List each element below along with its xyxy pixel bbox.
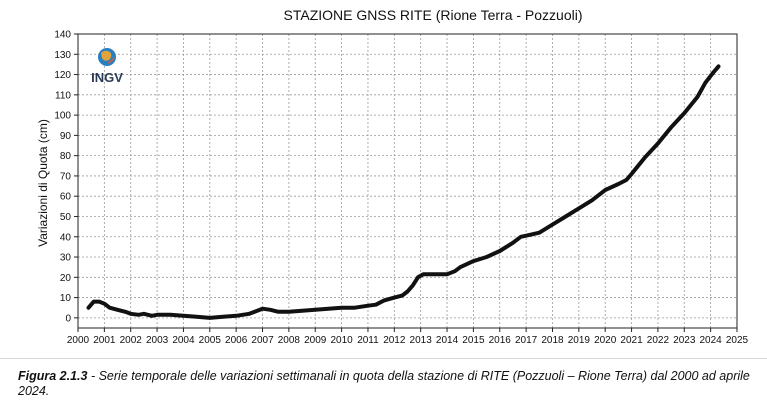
x-tick-label: 2005	[199, 335, 222, 346]
x-tick-label: 2020	[594, 335, 617, 346]
y-tick-label: 20	[60, 273, 72, 284]
plot-frame	[77, 33, 738, 329]
x-tick-label: 2003	[146, 335, 169, 346]
y-tick-label: 0	[65, 313, 71, 324]
x-tick-label: 2016	[489, 335, 512, 346]
logo-text: INGV	[91, 70, 123, 85]
x-tick-label: 2013	[410, 335, 433, 346]
x-tick-label: 2007	[251, 335, 274, 346]
grid-lines	[77, 33, 738, 328]
x-tick-label: 2011	[357, 335, 379, 346]
y-tick-label: 60	[60, 192, 72, 203]
x-tick-label: 2017	[515, 335, 538, 346]
caption-label: Figura 2.1.3	[18, 369, 88, 383]
x-tick-label: 2025	[726, 335, 749, 346]
x-tick-label: 2009	[304, 335, 327, 346]
x-tick-label: 2014	[436, 335, 459, 346]
x-tick-label: 2004	[172, 335, 195, 346]
ingv-logo: INGV	[91, 48, 123, 85]
y-axis-label: Variazioni di Quota (cm)	[36, 119, 50, 247]
y-tick-label: 10	[60, 293, 72, 304]
series-line-rite	[86, 64, 721, 320]
y-tick-label: 40	[60, 232, 72, 243]
x-tick-label: 2010	[330, 335, 353, 346]
x-tick-label: 2023	[673, 335, 696, 346]
globe-land-shape	[101, 50, 112, 61]
y-axis-ticks: 0 10 20 30 40 50 60 70 80 90 100 110 120 130 140	[54, 30, 78, 324]
x-tick-label: 2006	[225, 335, 248, 346]
y-tick-label: 130	[54, 50, 71, 61]
y-tick-label: 120	[54, 70, 71, 81]
chart-svg: STAZIONE GNSS RITE (Rione Terra - Pozzuo…	[36, 7, 749, 346]
chart-title: STAZIONE GNSS RITE (Rione Terra - Pozzuo…	[284, 7, 583, 23]
x-tick-label: 2019	[568, 335, 591, 346]
y-tick-label: 80	[60, 151, 72, 162]
x-tick-label: 2018	[541, 335, 564, 346]
x-tick-label: 2002	[120, 335, 143, 346]
y-tick-label: 50	[60, 212, 72, 223]
y-tick-label: 110	[55, 90, 71, 101]
y-tick-label: 30	[60, 253, 72, 264]
y-tick-label: 90	[60, 131, 72, 142]
caption-text: - Serie temporale delle variazioni setti…	[18, 369, 750, 398]
x-tick-label: 2024	[700, 335, 723, 346]
figure-caption: Figura 2.1.3 - Serie temporale delle var…	[18, 369, 753, 399]
globe-land-shape-2	[107, 57, 115, 64]
caption-divider	[0, 358, 767, 359]
x-tick-label: 2008	[278, 335, 301, 346]
x-tick-label: 2022	[647, 335, 670, 346]
x-tick-label: 2001	[93, 335, 116, 346]
x-tick-label: 2000	[67, 335, 90, 346]
y-tick-label: 100	[54, 111, 71, 122]
x-axis-ticks: 2000 2001 2002 2003 2004 2005 2006 2007 2008 2009…	[67, 328, 749, 346]
y-tick-label: 70	[60, 171, 72, 182]
x-tick-label: 2015	[462, 335, 485, 346]
x-tick-label: 2012	[383, 335, 406, 346]
y-tick-label: 140	[54, 30, 71, 41]
x-tick-label: 2021	[620, 335, 643, 346]
